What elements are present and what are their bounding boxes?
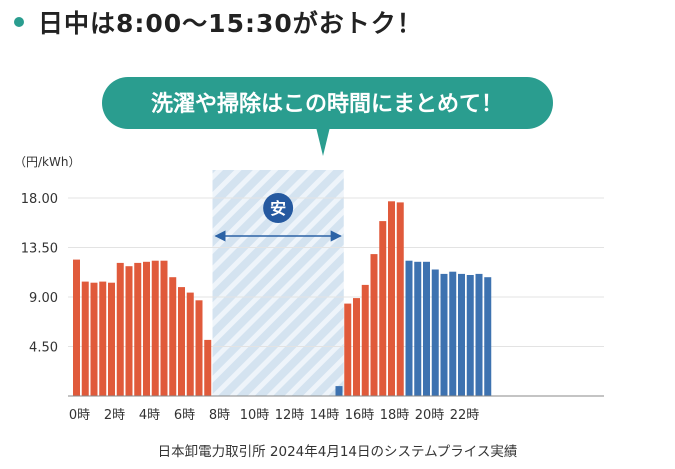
source-caption: 日本卸電力取引所 2024年4月14日のシステムプライス実績: [157, 444, 518, 460]
bar: [388, 201, 395, 396]
cheap-badge-label: 安: [270, 199, 286, 218]
callout-bubble: [102, 77, 553, 129]
bar: [204, 339, 212, 396]
x-tick-label: 12時: [275, 408, 305, 423]
bar: [475, 273, 483, 396]
y-tick-label: 4.50: [29, 341, 58, 356]
bar: [449, 271, 457, 396]
bar: [361, 284, 369, 396]
bar: [125, 266, 133, 396]
bar: [73, 259, 80, 396]
y-unit-label: （円/kWh）: [14, 155, 80, 169]
bar: [335, 386, 343, 396]
x-tick-label: 16時: [345, 408, 375, 423]
bar: [370, 254, 378, 396]
bar: [108, 282, 115, 396]
bar: [116, 262, 124, 396]
x-tick-label: 18時: [380, 408, 410, 423]
x-tick-label: 10時: [240, 408, 270, 423]
bar: [195, 300, 203, 396]
cheap-badge: [263, 193, 294, 223]
x-tick-label: 2時: [104, 408, 125, 423]
y-tick-label: 18.00: [21, 192, 58, 207]
bullet-dot-icon: [14, 17, 24, 27]
x-tick-label: 8時: [209, 408, 230, 423]
y-tick-label: 13.50: [21, 242, 58, 257]
callout-pointer: [316, 127, 330, 156]
x-tick-label: 6時: [174, 408, 195, 423]
x-tick-label: 4時: [139, 408, 160, 423]
bar: [99, 281, 107, 396]
bar: [344, 303, 352, 396]
x-tick-label: 14時: [310, 408, 340, 423]
bar: [379, 221, 387, 396]
bar: [431, 269, 439, 396]
bar: [178, 287, 185, 396]
bar: [396, 202, 404, 396]
bar: [169, 277, 177, 396]
bar: [134, 262, 142, 396]
bar: [484, 277, 492, 396]
bar: [81, 281, 89, 396]
bar: [90, 282, 98, 396]
bar: [414, 261, 422, 396]
headline-text: 日中は8:00〜15:30がおトク！: [38, 9, 423, 38]
bar: [423, 261, 430, 396]
bar: [151, 260, 159, 396]
bar: [160, 260, 168, 396]
x-tick-label: 0時: [69, 408, 90, 423]
x-tick-label: 22時: [450, 408, 480, 423]
bar: [458, 273, 465, 396]
bar: [143, 261, 150, 396]
callout-text: 洗濯や掃除はこの時間にまとめて！: [151, 91, 503, 117]
bar: [353, 298, 360, 396]
bar: [186, 292, 194, 396]
bar: [440, 273, 448, 396]
x-tick-label: 20時: [415, 408, 445, 423]
bar: [466, 275, 474, 396]
headline: 日中は8:00〜15:30がおトク！: [14, 4, 423, 40]
bar: [405, 260, 413, 396]
y-tick-label: 9.00: [29, 291, 58, 306]
